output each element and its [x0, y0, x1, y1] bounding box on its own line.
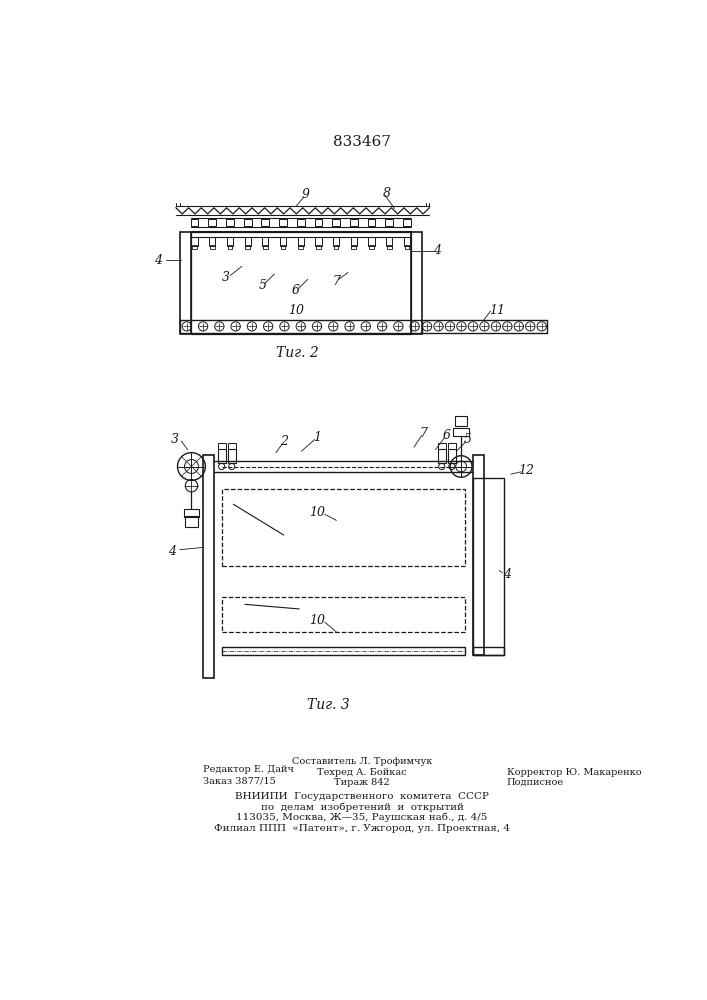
Bar	[351, 245, 356, 249]
Bar	[333, 237, 339, 246]
Bar	[404, 245, 409, 249]
Bar	[386, 237, 392, 246]
Bar	[226, 219, 234, 226]
Bar	[350, 219, 358, 226]
Bar	[180, 232, 191, 334]
Text: 113035, Москва, Ж—35, Раушская наб., д. 4/5: 113035, Москва, Ж—35, Раушская наб., д. …	[236, 813, 488, 822]
Text: 9: 9	[301, 188, 310, 201]
Text: 833467: 833467	[333, 135, 391, 149]
Text: 3: 3	[222, 271, 230, 284]
Bar	[334, 245, 339, 249]
Bar	[473, 478, 504, 655]
Bar	[404, 237, 410, 246]
Text: Τиг. 3: Τиг. 3	[308, 698, 350, 712]
Text: 7: 7	[332, 275, 340, 288]
Bar	[448, 443, 456, 449]
Bar	[218, 449, 226, 463]
Text: 11: 11	[489, 304, 505, 317]
Text: Техред А. Бойкас: Техред А. Бойкас	[317, 768, 407, 777]
Text: 2: 2	[280, 435, 288, 448]
Bar	[297, 219, 305, 226]
Bar	[263, 245, 268, 249]
Bar	[244, 219, 252, 226]
Bar	[203, 455, 214, 678]
Bar	[245, 245, 250, 249]
Bar	[438, 443, 445, 449]
Text: 4: 4	[154, 254, 162, 267]
Bar	[369, 245, 374, 249]
Bar	[387, 245, 392, 249]
Bar	[281, 245, 286, 249]
Bar	[298, 237, 304, 246]
Bar	[332, 219, 340, 226]
Text: 12: 12	[518, 464, 534, 477]
Text: 1: 1	[313, 431, 321, 444]
Text: Подписное: Подписное	[507, 778, 564, 787]
Text: 8: 8	[382, 187, 391, 200]
Bar	[209, 219, 216, 226]
Bar	[184, 509, 199, 517]
Bar	[245, 237, 251, 246]
Text: 4: 4	[503, 568, 511, 581]
Bar	[228, 443, 235, 449]
Text: 10: 10	[288, 304, 304, 317]
Text: Τиг. 2: Τиг. 2	[276, 346, 319, 360]
Bar	[473, 455, 484, 655]
Bar	[298, 245, 303, 249]
Text: Филиал ППП  «Патент», г. Ужгород, ул. Проектная, 4: Филиал ППП «Патент», г. Ужгород, ул. Про…	[214, 824, 510, 833]
Bar	[210, 245, 214, 249]
Bar	[385, 219, 393, 226]
Bar	[218, 443, 226, 449]
Bar	[191, 219, 199, 226]
Bar	[453, 428, 469, 436]
Bar	[222, 597, 465, 632]
Bar	[403, 219, 411, 226]
Bar	[455, 416, 467, 426]
Bar	[191, 232, 411, 334]
Text: 10: 10	[309, 506, 325, 519]
Text: Тираж 842: Тираж 842	[334, 778, 390, 787]
Bar	[279, 219, 287, 226]
Text: Корректор Ю. Макаренко: Корректор Ю. Макаренко	[507, 768, 641, 777]
Text: 6: 6	[443, 429, 450, 442]
Text: 5: 5	[259, 279, 267, 292]
Bar	[222, 489, 465, 566]
Bar	[209, 237, 216, 246]
Bar	[192, 245, 197, 249]
Bar	[448, 449, 456, 463]
Text: Заказ 3877/15: Заказ 3877/15	[203, 776, 276, 785]
Bar	[351, 237, 357, 246]
Text: Составитель Л. Трофимчук: Составитель Л. Трофимчук	[292, 757, 432, 766]
Bar	[228, 449, 235, 463]
Bar	[192, 237, 198, 246]
Text: 3: 3	[171, 433, 179, 446]
Bar	[316, 245, 321, 249]
Text: 5: 5	[464, 433, 472, 446]
Bar	[262, 219, 269, 226]
Bar	[473, 647, 504, 655]
Bar	[315, 237, 322, 246]
Text: Редактор Е. Дайч: Редактор Е. Дайч	[203, 765, 294, 774]
Text: 4: 4	[168, 545, 176, 558]
Text: 10: 10	[309, 614, 325, 627]
Text: ВНИИПИ  Государственного  комитета  СССР: ВНИИПИ Государственного комитета СССР	[235, 792, 489, 801]
Bar	[438, 449, 445, 463]
Text: 7: 7	[419, 427, 427, 440]
Text: по  делам  изобретений  и  открытий: по делам изобретений и открытий	[260, 802, 463, 812]
Bar	[280, 237, 286, 246]
Bar	[411, 232, 421, 334]
Bar	[368, 237, 375, 246]
Bar	[227, 237, 233, 246]
Bar	[185, 516, 198, 527]
Bar	[222, 647, 465, 655]
Bar	[368, 219, 375, 226]
Bar	[262, 237, 269, 246]
Text: 4: 4	[433, 244, 441, 257]
Text: 6: 6	[292, 284, 300, 297]
Bar	[228, 245, 233, 249]
Bar	[315, 219, 322, 226]
